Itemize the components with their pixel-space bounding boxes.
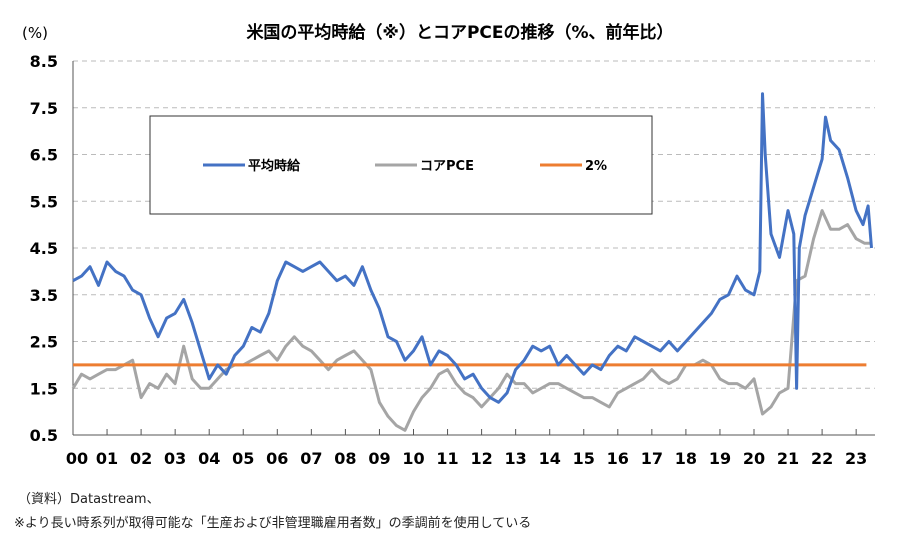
y-axis-ticks: 8.5 7.5 6.5 5.5 4.5 3.5 2.5 1.5 0.5 bbox=[30, 52, 58, 445]
x-tick-label: 03 bbox=[164, 449, 186, 468]
x-tick-label: 02 bbox=[130, 449, 152, 468]
x-tick-label: 12 bbox=[470, 449, 492, 468]
x-tick-label: 22 bbox=[811, 449, 833, 468]
x-tick-label: 15 bbox=[573, 449, 595, 468]
y-tick-label: 6.5 bbox=[30, 146, 58, 165]
x-tick-label: 13 bbox=[505, 449, 527, 468]
series-line-hourly-wage bbox=[72, 92, 873, 404]
footnote: ※より長い時系列が取得可能な「生産および非管理職雇用者数」の季調前を使用している bbox=[14, 516, 532, 531]
x-tick-label: 23 bbox=[845, 449, 867, 468]
x-tick-label: 08 bbox=[334, 449, 356, 468]
x-tick-label: 21 bbox=[777, 449, 799, 468]
y-tick-label: 4.5 bbox=[30, 239, 58, 258]
y-tick-label: 3.5 bbox=[30, 286, 58, 305]
x-tick-label: 07 bbox=[300, 449, 322, 468]
x-tick-label: 16 bbox=[607, 449, 629, 468]
y-tick-label: 7.5 bbox=[30, 99, 58, 118]
legend-label: 2% bbox=[585, 159, 607, 174]
x-tick-label: 17 bbox=[641, 449, 663, 468]
legend-label: 平均時給 bbox=[248, 158, 301, 174]
x-tick-label: 09 bbox=[368, 449, 390, 468]
x-tick-label: 20 bbox=[743, 449, 765, 468]
source-note: （資料）Datastream、 bbox=[18, 492, 160, 507]
x-tick-label: 06 bbox=[266, 449, 288, 468]
x-tick-label: 01 bbox=[96, 449, 118, 468]
y-tick-label: 8.5 bbox=[30, 52, 58, 71]
x-tick-label: 10 bbox=[402, 449, 424, 468]
y-tick-label: 1.5 bbox=[30, 379, 58, 398]
series-group bbox=[71, 92, 873, 432]
x-tick-label: 19 bbox=[709, 449, 731, 468]
chart-title: 米国の平均時給（※）とコアPCEの推移（%、前年比） bbox=[246, 22, 673, 43]
x-axis-ticks: 00 01 02 03 04 05 06 07 08 09 10 11 12 13 14 15 16 17 18 19… bbox=[66, 429, 867, 468]
x-tick-label: 05 bbox=[232, 449, 254, 468]
y-tick-label: 5.5 bbox=[30, 192, 58, 211]
x-tick-label: 18 bbox=[675, 449, 697, 468]
x-tick-label: 11 bbox=[436, 449, 458, 468]
x-tick-label: 14 bbox=[539, 449, 561, 468]
legend-label: コアPCE bbox=[420, 159, 474, 174]
x-tick-label: 04 bbox=[198, 449, 220, 468]
y-tick-label: 0.5 bbox=[30, 426, 58, 445]
gridlines bbox=[73, 60, 875, 389]
chart: (%) 米国の平均時給（※）とコアPCEの推移（%、前年比） 8.5 7.5 6.5… bbox=[22, 22, 875, 468]
series-line-core-pce bbox=[71, 209, 872, 432]
x-tick-label: 00 bbox=[66, 449, 88, 468]
y-unit-label: (%) bbox=[22, 24, 48, 42]
y-tick-label: 2.5 bbox=[30, 333, 58, 352]
legend: 平均時給 コアPCE 2% bbox=[149, 115, 653, 215]
